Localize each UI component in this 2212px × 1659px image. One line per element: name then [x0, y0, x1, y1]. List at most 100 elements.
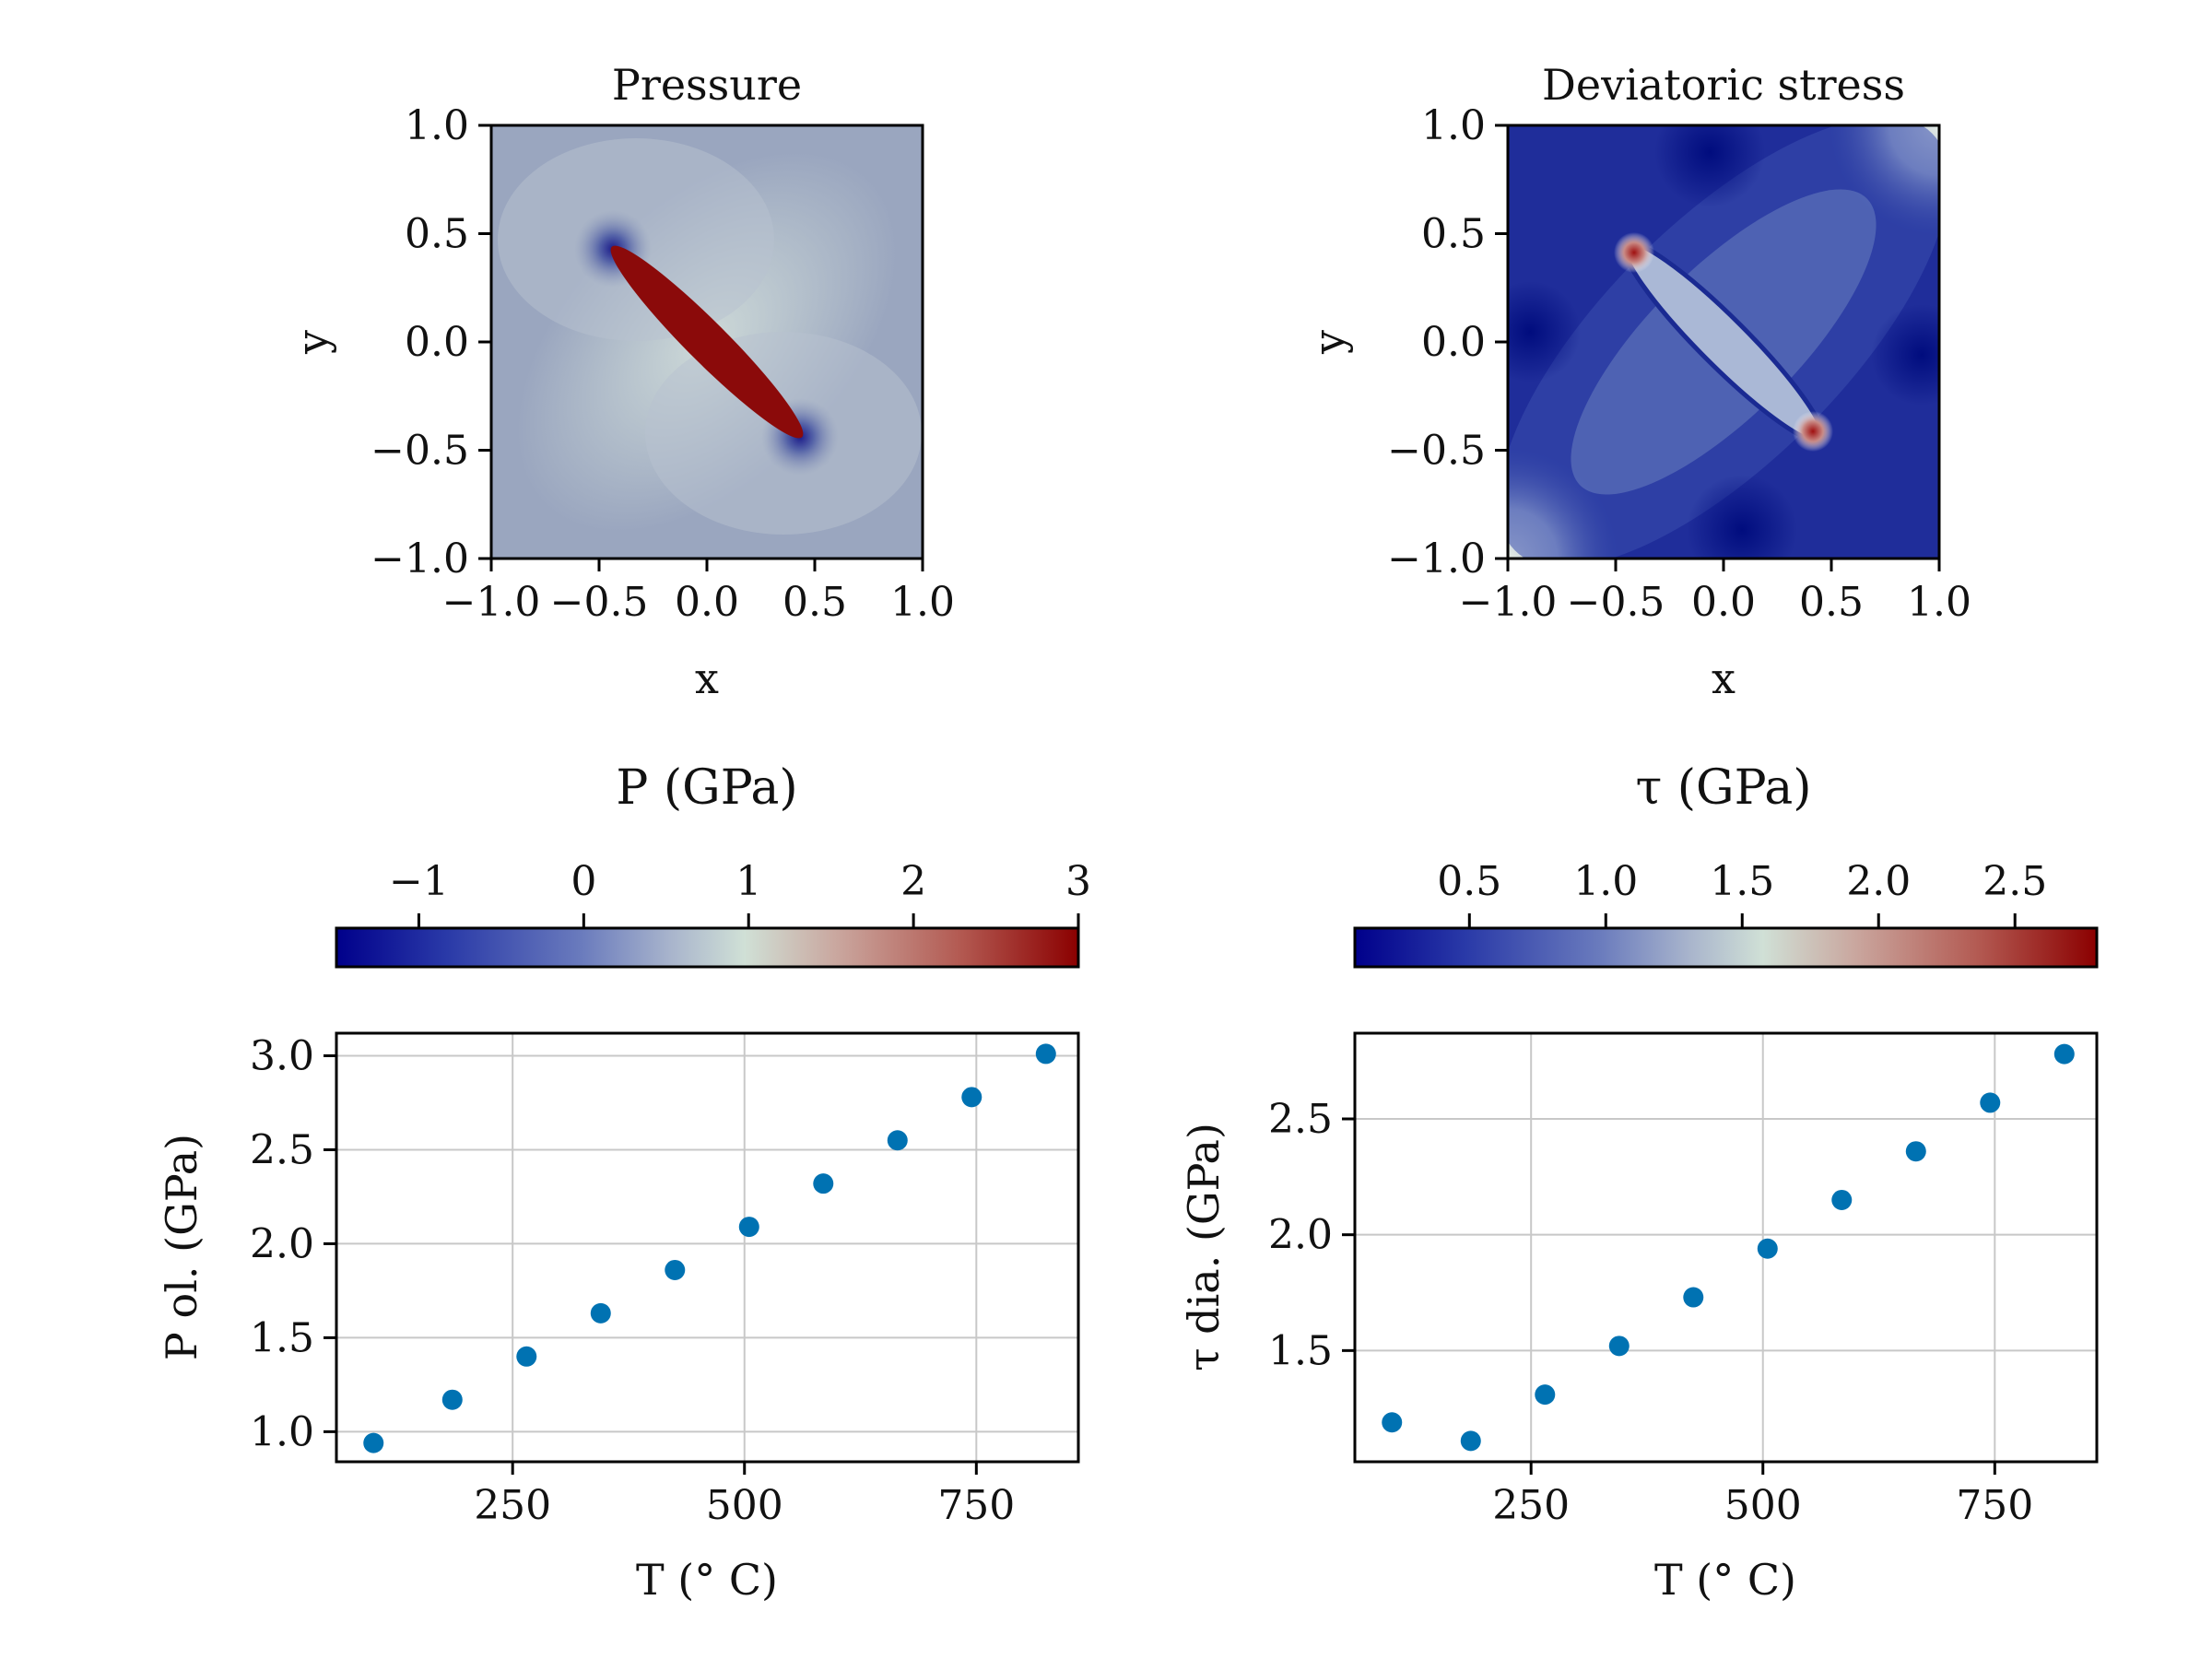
stress-map-ytick-label: −0.5: [1387, 428, 1486, 475]
stress-scatter-point: [1683, 1287, 1704, 1308]
stress-map-ytick-label: 0.0: [1421, 319, 1486, 366]
pressure-scatter-ytick-label: 1.5: [250, 1314, 314, 1361]
stress-colorbar-label: τ (GPa): [1635, 760, 1811, 816]
pressure-map-xlabel: x: [695, 653, 719, 703]
stress-scatter-frame: [1353, 1031, 2099, 1464]
pressure-scatter-ticks: 250 500 750 1.0 1.5 2.0 2.5 3.0: [250, 1032, 1015, 1529]
pressure-map-ytick-label: 0.5: [405, 211, 469, 258]
pressure-scatter-ylabel: P ol. (GPa): [157, 1134, 206, 1360]
stress-scatter-ylabel: τ dia. (GPa): [1179, 1123, 1229, 1371]
stress-map-xlabel: x: [1712, 653, 1735, 703]
stress-scatter-ytick-label: 2.5: [1268, 1096, 1333, 1143]
stress-colorbar-tick-label: 1.5: [1710, 858, 1774, 905]
pressure-field: [491, 125, 923, 559]
pressure-scatter-grid: [336, 1033, 1078, 1462]
stress-map-xtick-label: 1.0: [1907, 579, 1971, 626]
stress-scatter-points: [1382, 1043, 2075, 1452]
pressure-colorbar-tick-label: 0: [571, 858, 596, 905]
stress-map-panel: Deviatoric stress −1.0 −0.5 0.0 0.5 1.01.00.…: [1304, 60, 1971, 703]
pressure-map-ytick-label: −1.0: [371, 535, 469, 582]
pressure-colorbar: P (GPa) −1 0 1 2 3: [335, 760, 1091, 969]
stress-colorbar-tick-label: 2.5: [1983, 858, 2047, 905]
stress-colorbar-tick-label: 1.0: [1573, 858, 1638, 905]
pressure-colorbar-tick-label: 2: [900, 858, 926, 905]
stress-scatter-point: [1980, 1092, 2001, 1113]
pressure-scatter-ytick-label: 2.5: [250, 1126, 314, 1173]
stress-scatter-ticks: 250 500 750 1.5 2.0 2.5: [1268, 1096, 2033, 1529]
pressure-map-xtick-label: −1.0: [442, 579, 541, 626]
pressure-colorbar-ticks: −1 0 1 2 3: [389, 858, 1091, 928]
pressure-colorbar-label: P (GPa): [616, 760, 797, 816]
pressure-colorbar-tick-label: 1: [735, 858, 761, 905]
stress-hotspot-upper: [1614, 232, 1654, 273]
pressure-map-ytick-label: −0.5: [371, 428, 469, 475]
stress-colorbar-gradient: [1353, 926, 2099, 969]
stress-scatter-point: [1460, 1430, 1481, 1452]
pressure-scatter-point: [813, 1173, 834, 1194]
stress-map-ytick-label: −1.0: [1387, 535, 1486, 582]
stress-scatter-point: [1382, 1412, 1403, 1433]
pressure-scatter-ytick-label: 1.0: [250, 1408, 314, 1455]
pressure-map-xtick-label: 1.0: [890, 579, 955, 626]
stress-hotspot-lower: [1793, 411, 1833, 452]
pressure-scatter-ytick-label: 3.0: [250, 1032, 314, 1079]
stress-map-xtick-label: −1.0: [1459, 579, 1558, 626]
stress-map-ytick-label: 0.5: [1421, 211, 1486, 258]
stress-scatter-point: [1757, 1238, 1778, 1259]
stress-scatter-grid: [1355, 1033, 2097, 1462]
pressure-scatter-point: [590, 1302, 611, 1324]
stress-colorbar-ticks: 0.5 1.0 1.5 2.0 2.5: [1437, 858, 2047, 928]
stress-scatter-point: [1608, 1335, 1630, 1357]
stress-scatter-point: [2053, 1043, 2075, 1065]
pressure-scatter-point: [665, 1259, 686, 1280]
pressure-scatter-point: [887, 1130, 908, 1151]
pressure-colorbar-gradient: [335, 926, 1080, 969]
stress-scatter-xtick-label: 750: [1956, 1482, 2033, 1529]
pressure-colorbar-tick-label: 3: [1065, 858, 1091, 905]
stress-colorbar-tick-label: 2.0: [1846, 858, 1911, 905]
pressure-scatter-ytick-label: 2.0: [250, 1220, 314, 1267]
pressure-map-ticks: −1.0 −0.5 0.0 0.5 1.01.00.50.0−0.5−1.0: [371, 102, 955, 626]
stress-map-xtick-label: 0.5: [1799, 579, 1864, 626]
pressure-map-xtick-label: 0.5: [782, 579, 847, 626]
pressure-scatter-point: [516, 1346, 537, 1367]
pressure-inclusion: [610, 245, 804, 439]
pressure-map-ylabel: y: [288, 330, 337, 355]
pressure-scatter-panel: 250 500 750 1.0 1.5 2.0 2.5 3.0 T (° C) P ol. (…: [157, 1031, 1080, 1605]
pressure-scatter-point: [738, 1217, 759, 1238]
pressure-map-xtick-label: 0.0: [675, 579, 739, 626]
stress-colorbar-tick-label: 0.5: [1437, 858, 1501, 905]
pressure-map-xtick-label: −0.5: [550, 579, 649, 626]
stress-map-xtick-label: 0.0: [1691, 579, 1756, 626]
stress-scatter-point: [1905, 1141, 1926, 1162]
stress-map-ylabel: y: [1304, 330, 1354, 355]
pressure-scatter-points: [363, 1043, 1056, 1453]
pressure-colorbar-tick-label: −1: [389, 858, 449, 905]
stress-field: [1508, 125, 1939, 559]
stress-scatter-ytick-label: 2.0: [1268, 1212, 1333, 1259]
pressure-map-ytick-label: 1.0: [405, 102, 469, 149]
pressure-scatter-point: [441, 1389, 463, 1410]
stress-map-ytick-label: 1.0: [1421, 102, 1486, 149]
pressure-scatter-xtick-label: 750: [937, 1482, 1015, 1529]
stress-map-title: Deviatoric stress: [1542, 60, 1905, 110]
stress-scatter-xtick-label: 250: [1492, 1482, 1570, 1529]
pressure-scatter-frame: [335, 1031, 1080, 1464]
stress-scatter-point: [1831, 1189, 1853, 1210]
pressure-scatter-xlabel: T (° C): [636, 1555, 778, 1605]
stress-scatter-ytick-label: 1.5: [1268, 1327, 1333, 1374]
pressure-map-ytick-label: 0.0: [405, 319, 469, 366]
pressure-scatter-xtick-label: 250: [474, 1482, 551, 1529]
pressure-scatter-point: [1035, 1043, 1056, 1065]
pressure-map-panel: Pressure −1.0 −0.5 0.0 0.5 1.01.00.50.0−0.5−…: [288, 60, 955, 703]
stress-map-ticks: −1.0 −0.5 0.0 0.5 1.01.00.50.0−0.5−1.0: [1387, 102, 1971, 626]
pressure-map-title: Pressure: [612, 60, 802, 110]
stress-scatter-xtick-label: 500: [1724, 1482, 1802, 1529]
stress-scatter-xlabel: T (° C): [1654, 1555, 1796, 1605]
stress-colorbar: τ (GPa) 0.5 1.0 1.5 2.0 2.5: [1353, 760, 2099, 969]
stress-map-xtick-label: −0.5: [1567, 579, 1665, 626]
pressure-scatter-point: [363, 1432, 384, 1453]
pressure-scatter-point: [961, 1087, 982, 1108]
stress-scatter-point: [1535, 1384, 1556, 1406]
